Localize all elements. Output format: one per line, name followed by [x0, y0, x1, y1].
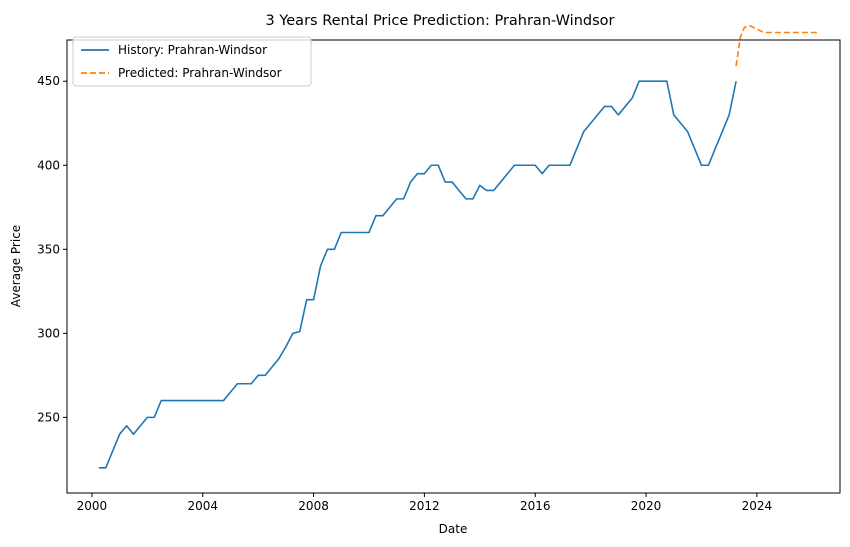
legend-box: [72, 36, 312, 87]
x-axis-ticks: 2000 2004 2008 2012 2016 2020 2024: [77, 493, 772, 513]
plot-frame: [66, 39, 841, 494]
x-tick-label: 2004: [187, 499, 218, 513]
y-tick-label: 350: [37, 242, 60, 256]
y-tick-label: 250: [37, 410, 60, 424]
x-tick-label: 2020: [631, 499, 662, 513]
x-axis-label: Date: [439, 522, 468, 536]
y-tick-label: 400: [37, 158, 60, 172]
chart-title: 3 Years Rental Price Prediction: Prahran…: [266, 13, 615, 29]
x-tick-label: 2000: [77, 499, 108, 513]
x-tick-label: 2024: [742, 499, 773, 513]
x-tick-label: 2012: [409, 499, 440, 513]
legend-history-label: History: Prahran-Windsor: [118, 43, 267, 57]
x-tick-label: 2008: [298, 499, 329, 513]
history-series-line: [98, 80, 737, 469]
y-tick-label: 450: [37, 74, 60, 88]
y-tick-label: 300: [37, 326, 60, 340]
y-axis-label: Average Price: [9, 225, 23, 307]
series-layer: [98, 24, 820, 469]
predicted-series-line: [735, 24, 820, 67]
legend: History: Prahran-Windsor Predicted: Prah…: [72, 36, 312, 87]
legend-predicted-label: Predicted: Prahran-Windsor: [118, 66, 282, 80]
x-tick-label: 2016: [520, 499, 551, 513]
y-axis-ticks: 250 300 350 400 450: [37, 74, 67, 424]
